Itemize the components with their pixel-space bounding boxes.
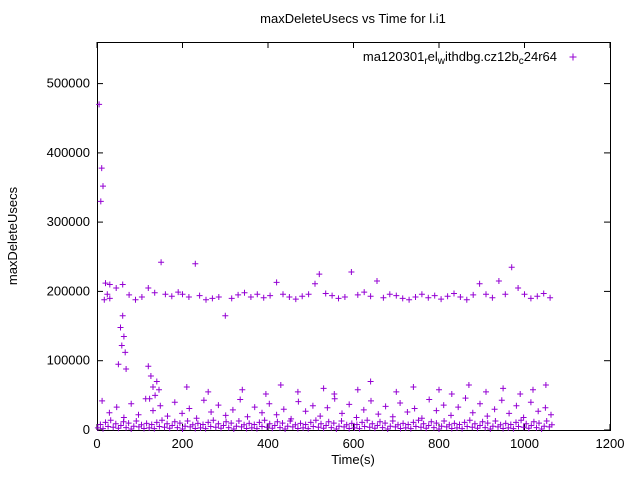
y-axis-label: maxDeleteUsecs	[5, 186, 20, 285]
y-tick-label: 0	[83, 422, 90, 437]
data-points	[94, 101, 555, 432]
x-tick-label: 0	[93, 436, 100, 451]
x-tick-label: 1200	[596, 436, 625, 451]
y-tick-label: 300000	[47, 214, 90, 229]
y-tick-label: 100000	[47, 353, 90, 368]
x-tick-label: 1000	[510, 436, 539, 451]
legend-label: ma120301relwithdbg.cz12bc24r64	[363, 49, 557, 67]
y-tick-label: 200000	[47, 283, 90, 298]
plot-area: 0 200 400 600 800 1000 1200 0 100000 200000 300000…	[47, 42, 625, 451]
x-axis-label: Time(s)	[331, 452, 375, 467]
x-tick-label: 600	[343, 436, 365, 451]
x-tick-label: 200	[172, 436, 194, 451]
x-tick-label: 800	[428, 436, 450, 451]
y-tick-label: 400000	[47, 145, 90, 160]
chart-title: maxDeleteUsecs vs Time for l.i1	[260, 11, 446, 26]
legend-marker	[569, 53, 577, 61]
x-tick-label: 400	[257, 436, 279, 451]
y-tick-label: 500000	[47, 76, 90, 91]
